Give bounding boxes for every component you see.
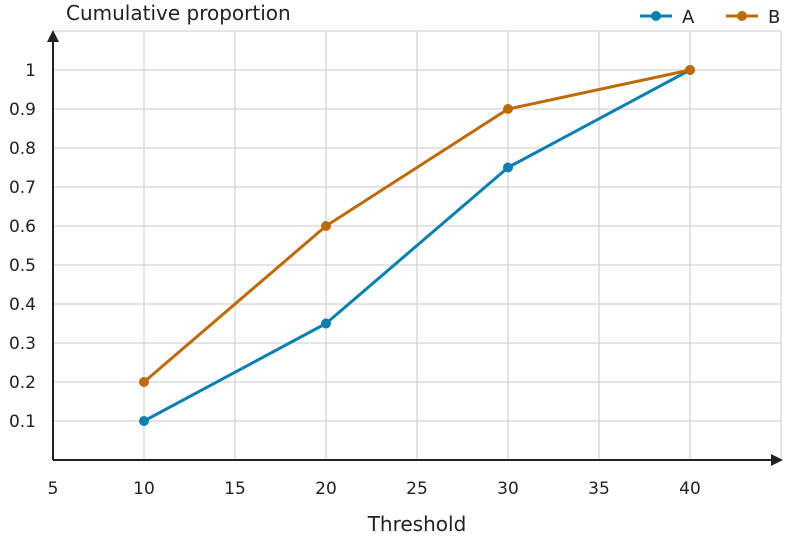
data-point-A: [139, 416, 149, 426]
axes: [47, 30, 783, 466]
y-tick-label: 0.4: [9, 295, 36, 315]
x-axis-title: Threshold: [367, 512, 467, 536]
data-point-B: [685, 65, 695, 75]
y-tick-label: 0.8: [9, 139, 36, 159]
x-tick-labels: 5 10 15 20 25 30 35 40: [48, 479, 701, 499]
x-tick-label: 10: [133, 479, 155, 499]
y-tick-label: 0.5: [9, 256, 36, 276]
grid: [53, 30, 782, 460]
y-tick-label: 0.9: [9, 100, 36, 120]
y-tick-label: 0.1: [9, 412, 36, 432]
data-point-B: [139, 377, 149, 387]
y-tick-label: 0.2: [9, 373, 36, 393]
x-tick-label: 40: [679, 479, 701, 499]
x-tick-label: 20: [315, 479, 337, 499]
data-point-A: [503, 162, 513, 173]
x-tick-label: 30: [497, 479, 519, 499]
x-tick-label: 15: [224, 479, 246, 499]
y-tick-label: 0.3: [9, 334, 36, 354]
y-tick-label: 0.7: [9, 178, 36, 198]
legend-label-A: A: [682, 7, 695, 28]
data-point-B: [321, 221, 331, 231]
legend-marker-B: [737, 11, 747, 21]
data-point-A: [321, 318, 331, 329]
legend-label-B: B: [768, 7, 780, 28]
data-point-B: [503, 104, 513, 114]
series-line-B: [143, 68, 691, 384]
y-axis-arrow: [47, 30, 59, 42]
x-tick-label: 35: [588, 479, 610, 499]
series-points: [139, 65, 695, 426]
x-tick-label: 25: [406, 479, 428, 499]
series-line-A: [143, 68, 691, 423]
y-tick-labels: 0.1 0.2 0.3 0.4 0.5 0.6 0.7 0.8 0.9 1: [9, 61, 36, 432]
x-axis-arrow: [771, 454, 783, 466]
y-tick-label: 0.6: [9, 217, 36, 237]
series-lines: [143, 68, 691, 423]
legend-marker-A: [651, 11, 661, 21]
y-tick-label: 1: [25, 61, 36, 81]
x-tick-label: 5: [48, 479, 59, 499]
y-axis-title: Cumulative proportion: [66, 1, 291, 25]
